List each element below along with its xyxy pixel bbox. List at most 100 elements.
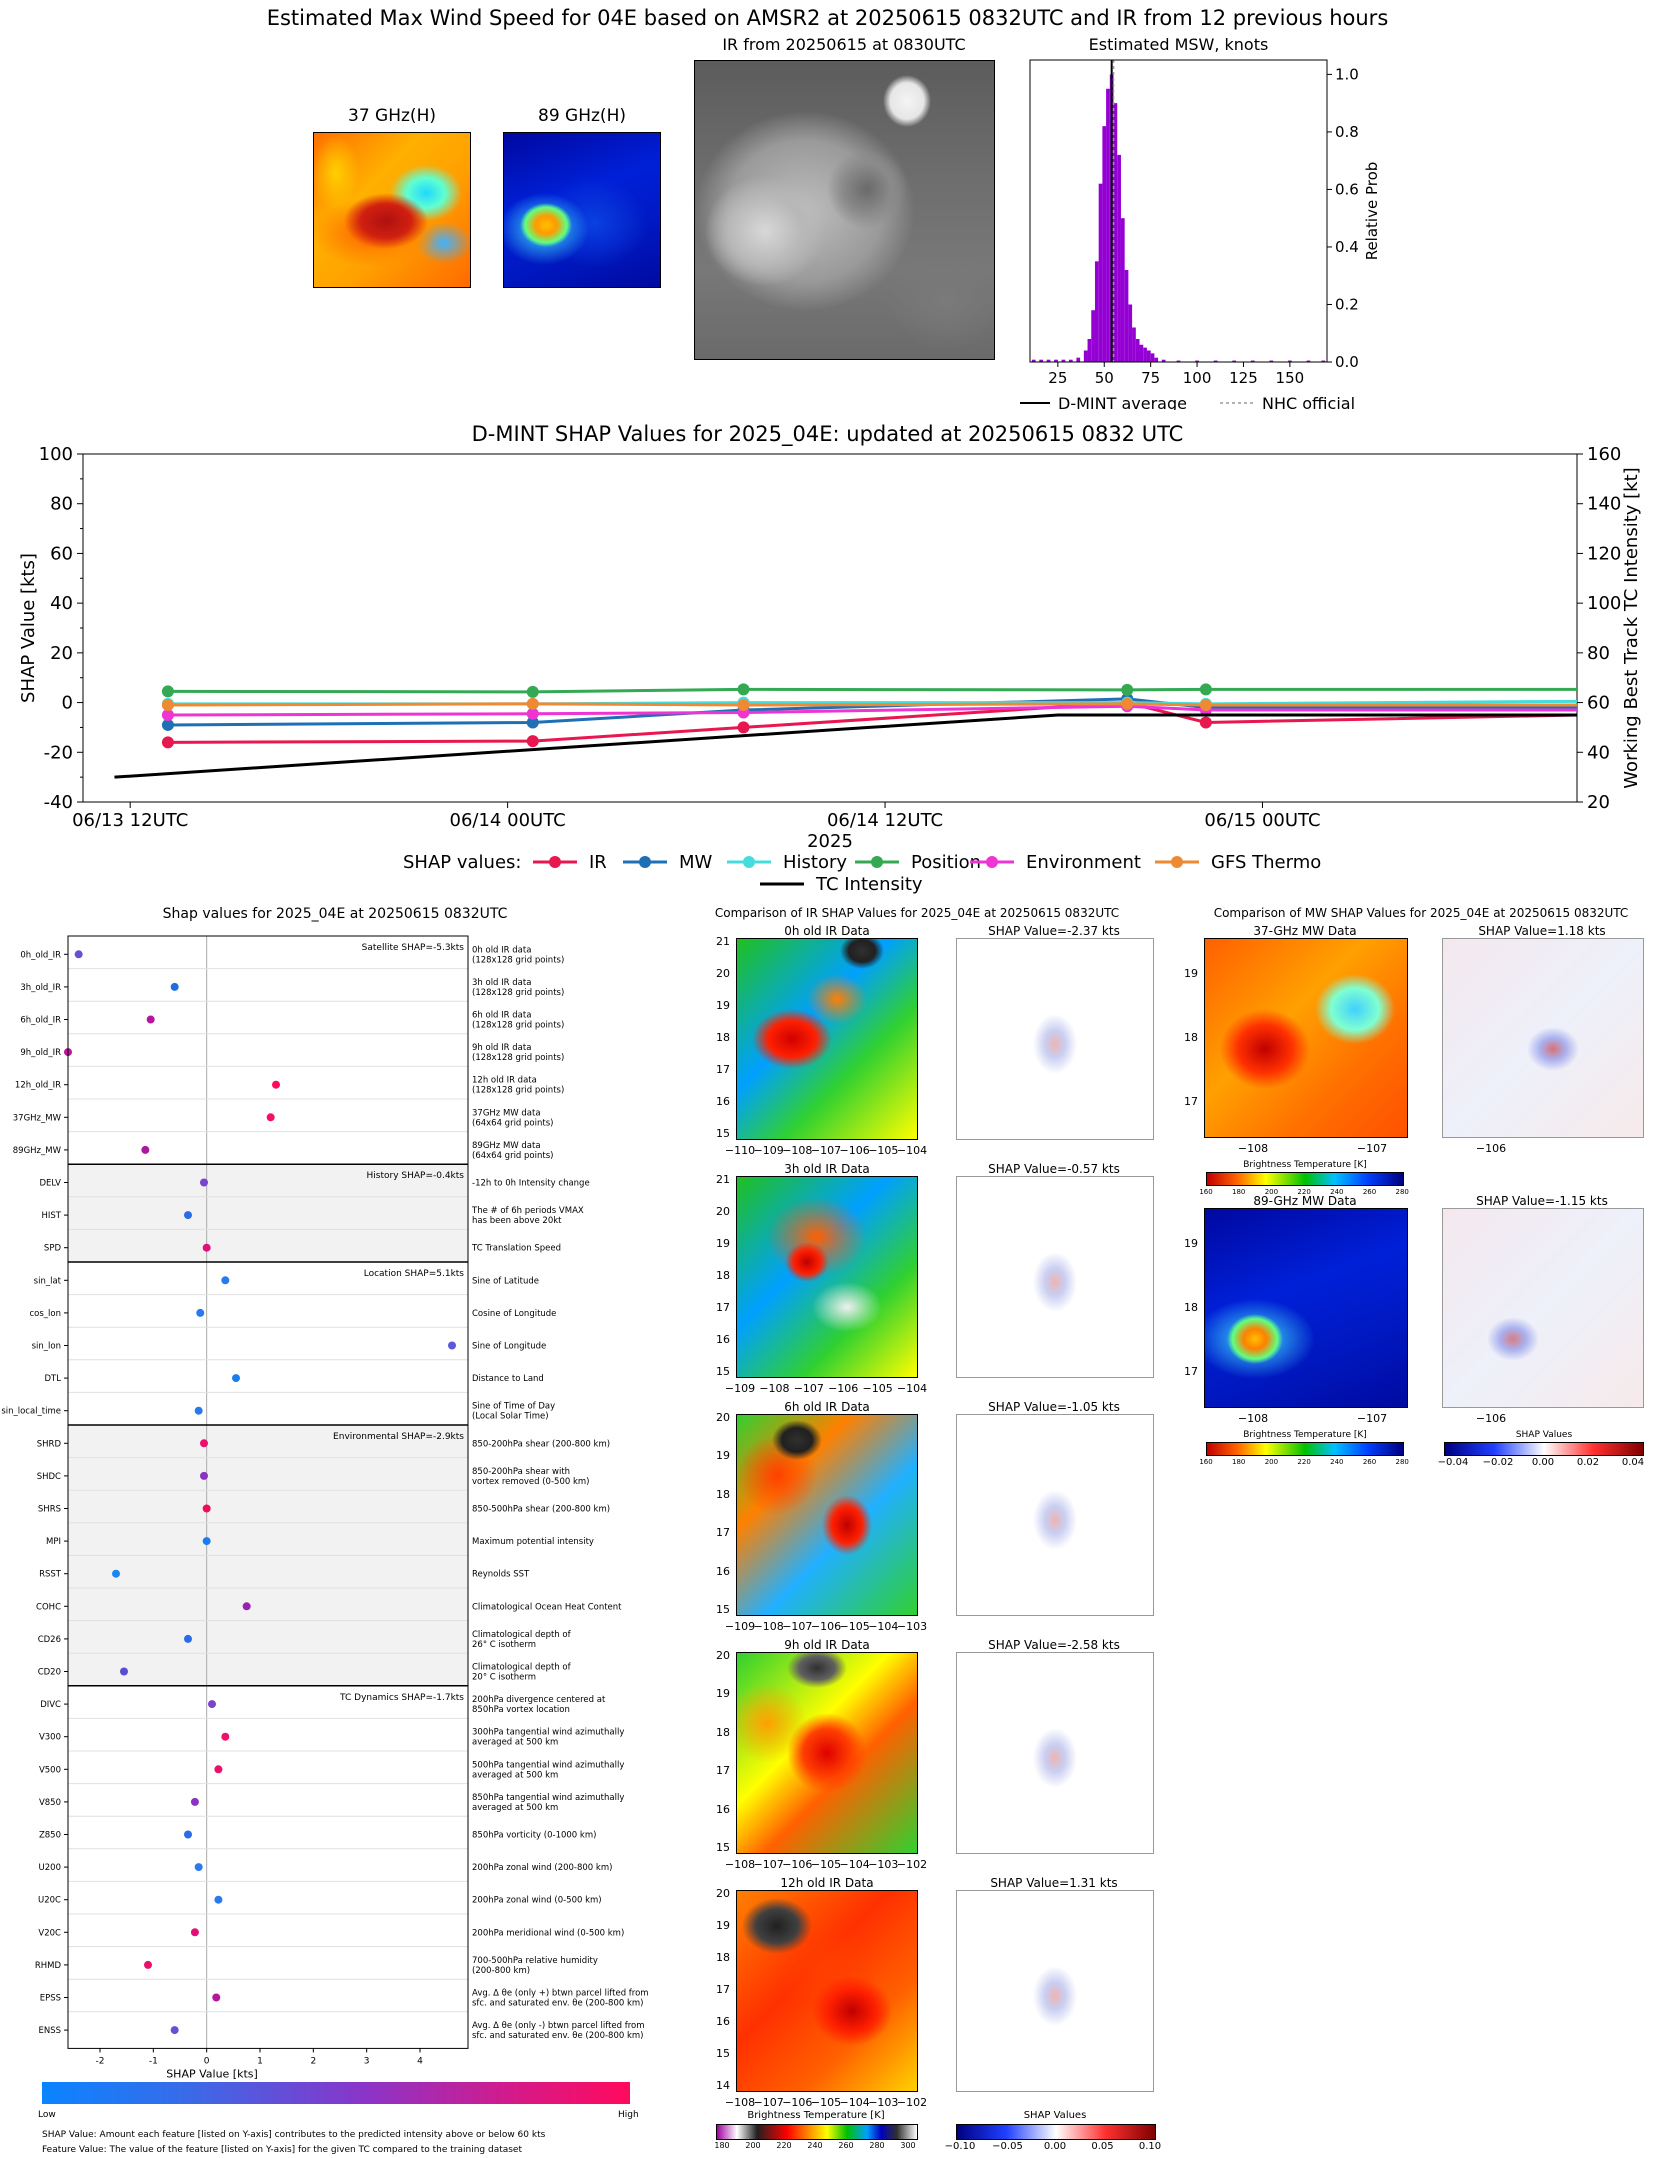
mw-bt-tick-label: 240: [1330, 1188, 1344, 1196]
ir-bt-tick-label: 180: [714, 2141, 730, 2150]
feature-description: 9h old IR data: [472, 1043, 531, 1053]
feature-name: DELV: [39, 1179, 61, 1189]
feature-description: 850-200hPa shear (200-800 km): [472, 1439, 610, 1449]
mw-data-title: 89-GHz MW Data: [1253, 1194, 1357, 1208]
hist-y-axis-label: Relative Prob: [1363, 162, 1381, 261]
feature-description: (Local Solar Time): [472, 1412, 549, 1422]
mw-y-tick-label: 19: [1184, 1237, 1198, 1250]
ts-y2-tick-label: 140: [1587, 494, 1621, 515]
feature-point: [74, 950, 83, 959]
mw-bt-colorbar: [1206, 1172, 1404, 1186]
ir-x-tick-label: −105: [868, 1144, 899, 1157]
hist-bar: [1068, 359, 1073, 362]
feature-point: [266, 1113, 275, 1122]
hist-bar: [1154, 357, 1159, 362]
hist-x-tick-label: 100: [1183, 369, 1212, 387]
colorbar-low-label: Low: [38, 2110, 56, 2120]
footnote-feature-value: Feature Value: The value of the feature …: [42, 2145, 523, 2155]
feature-point: [272, 1080, 280, 1089]
hist-bar: [1031, 359, 1036, 362]
hist-bar: [1128, 304, 1133, 362]
feature-description: 200hPa divergence centered at: [472, 1695, 606, 1705]
feature-name: 37GHz_MW: [13, 1113, 62, 1123]
feature-description: (64x64 grid points): [472, 1118, 553, 1128]
feature-point: [141, 1145, 150, 1154]
ir-x-tick-label: −104: [896, 1144, 928, 1157]
feature-description: has been above 20kt: [472, 1216, 562, 1226]
ir-y-tick-label: 19: [716, 1449, 730, 1463]
feature-description: 20° C isotherm: [472, 1673, 536, 1683]
ir-compare-title: Comparison of IR SHAP Values for 2025_04…: [714, 906, 1120, 920]
hist-bar: [1321, 360, 1326, 362]
mw-data-image: [1204, 1208, 1408, 1408]
ir-y-tick-label: 20: [716, 967, 730, 980]
feature-description: 850hPa vortex location: [472, 1705, 570, 1715]
series-point-ir: [526, 735, 539, 748]
feature-point: [202, 1537, 211, 1546]
feature-point: [200, 1439, 208, 1448]
series-point-ir: [737, 721, 750, 734]
feature-name: V500: [39, 1765, 61, 1775]
ir-y-tick-label: 20: [716, 1205, 730, 1218]
feature-point: [202, 1243, 211, 1252]
ir-bt-tick-label: 300: [900, 2141, 916, 2150]
feature-description: Avg. Δ θe (only -) btwn parcel lifted fr…: [472, 2021, 645, 2031]
ir-shap-tick-label: 0.10: [1138, 2141, 1162, 2152]
ir-data-image: [736, 1176, 918, 1378]
feature-description: Maximum potential intensity: [472, 1537, 594, 1547]
ir-shap-label: SHAP Values: [1023, 2110, 1087, 2121]
mw-bt-tick-label: 240: [1330, 1458, 1344, 1466]
hist-bar: [1083, 350, 1088, 362]
colorbar-high-label: High: [618, 2110, 639, 2120]
mw-bt-tick-label: 160: [1199, 1188, 1213, 1196]
feature-name: V300: [39, 1733, 61, 1743]
ir-y-tick-label: 16: [716, 1095, 730, 1108]
mw-shap-title: SHAP Value=1.18 kts: [1478, 924, 1606, 938]
feature-x-tick-label: -2: [96, 2056, 105, 2066]
series-point-gfs_thermo: [1199, 699, 1212, 712]
series-point-gfs_thermo: [1121, 697, 1134, 710]
group-label: Location SHAP=5.1kts: [364, 1269, 465, 1279]
series-point-position: [1121, 683, 1134, 696]
ir-shap-tick-label: −0.05: [992, 2141, 1023, 2152]
ir-data-image: [736, 1890, 918, 2092]
ts-x-tick-label: 06/13 12UTC: [72, 810, 188, 831]
feature-point: [146, 1015, 155, 1024]
msw-title: Estimated MSW, knots: [1088, 35, 1269, 54]
feature-point: [221, 1276, 230, 1285]
ir-bt-colorbar: [716, 2124, 918, 2140]
legend-label-history: History: [783, 852, 847, 873]
shap-ts-title: D-MINT SHAP Values for 2025_04E: updated…: [471, 422, 1184, 446]
feature-description: 26° C isotherm: [472, 1640, 536, 1650]
ts-y-axis-label: SHAP Value [kts]: [18, 553, 39, 703]
mw37-image: [313, 132, 471, 288]
mw89-title: 89 GHz(H): [538, 106, 626, 126]
ir-data-title: 3h old IR Data: [784, 1162, 870, 1176]
mw-shap-tick-label: −0.02: [1482, 1457, 1514, 1468]
hist-bar: [1102, 126, 1107, 363]
series-point-environment: [161, 709, 174, 721]
tc-intensity-line: [114, 713, 1577, 779]
msw-histogram: 25 50 75 100 125 150 0.0 0.2 0.4 0.6 0.8 1.0 Relativ…: [1020, 59, 1381, 410]
feature-name: RSST: [39, 1570, 62, 1580]
ir-x-tick-label: −109: [724, 1382, 756, 1395]
feature-name: Z850: [39, 1831, 61, 1841]
ir-bt-tick-label: 200: [745, 2141, 761, 2150]
feature-description: Avg. Δ θe (only +) btwn parcel lifted fr…: [472, 1989, 649, 1999]
feature-point: [212, 1993, 221, 2002]
mw-bt-tick-label: 160: [1199, 1458, 1213, 1466]
feature-point: [448, 1341, 456, 1350]
feature-x-tick-label: 3: [364, 2056, 370, 2066]
series-point-position: [161, 685, 174, 698]
ir-data-title: 0h old IR Data: [784, 924, 870, 938]
legend-nhc-label: NHC official: [1262, 394, 1355, 410]
ir-x-tick-label: −107: [753, 1858, 784, 1871]
mw-bt-tick-label: 180: [1232, 1458, 1246, 1466]
ir-x-tick-label: −103: [868, 1858, 899, 1871]
ts-y2-tick-label: 100: [1587, 593, 1621, 614]
legend-title: SHAP values:: [403, 852, 521, 873]
mw-y-tick-label: 19: [1184, 967, 1198, 980]
legend-marker-ir: [549, 856, 561, 868]
mw-bt-colorbar: [1206, 1442, 1404, 1456]
ts-y-tick-label: 0: [62, 693, 73, 714]
